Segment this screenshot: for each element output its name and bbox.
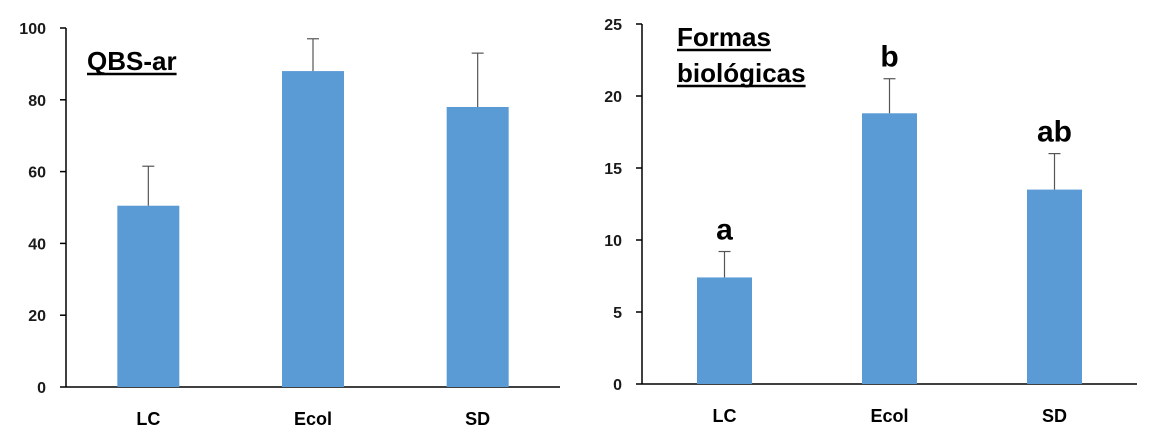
- chart-title: QBS-ar: [87, 46, 177, 76]
- bar: [697, 277, 752, 384]
- bars: [697, 78, 1082, 384]
- significance-label: ab: [1037, 116, 1072, 149]
- category-label: LC: [136, 409, 160, 429]
- bars: [117, 38, 509, 387]
- bar: [117, 205, 180, 387]
- chart-title: biológicas: [677, 58, 806, 88]
- labels: LC a Ecol b SD ab Formas biológicas: [677, 22, 1072, 426]
- category-label: LC: [713, 406, 737, 426]
- y-tick-label: 15: [604, 161, 622, 178]
- chart-title: Formas: [677, 22, 771, 52]
- labels: LC Ecol SD QBS-ar: [87, 46, 490, 429]
- y-tick-label: 10: [604, 233, 622, 250]
- chart-formas-biologicas: 0 5 10 15 20 25 LC a Ecol b SD ab Formas biológicas: [604, 17, 1137, 426]
- bar: [862, 113, 917, 384]
- y-tick-label: 0: [37, 380, 46, 397]
- y-tick-label: 100: [19, 21, 46, 38]
- category-label: Ecol: [870, 406, 908, 426]
- y-tick-label: 20: [28, 308, 46, 325]
- category-label: SD: [1042, 406, 1067, 426]
- y-tick-label: 80: [28, 93, 46, 110]
- significance-label: a: [716, 214, 733, 247]
- chart-qbs-ar: 0 20 40 60 80 100 LC Ecol SD QBS-ar: [19, 21, 560, 429]
- y-tick-label: 25: [604, 17, 622, 34]
- y-tick-label: 40: [28, 236, 46, 253]
- bar: [446, 106, 509, 387]
- category-label: Ecol: [294, 409, 332, 429]
- y-tick-label: 20: [604, 89, 622, 106]
- y-tick-label: 5: [613, 305, 622, 322]
- y-tick-label: 60: [28, 165, 46, 182]
- significance-label: b: [880, 41, 898, 74]
- bar: [1027, 189, 1082, 384]
- y-tick-label: 0: [613, 377, 622, 394]
- bar: [282, 71, 344, 387]
- category-label: SD: [465, 409, 490, 429]
